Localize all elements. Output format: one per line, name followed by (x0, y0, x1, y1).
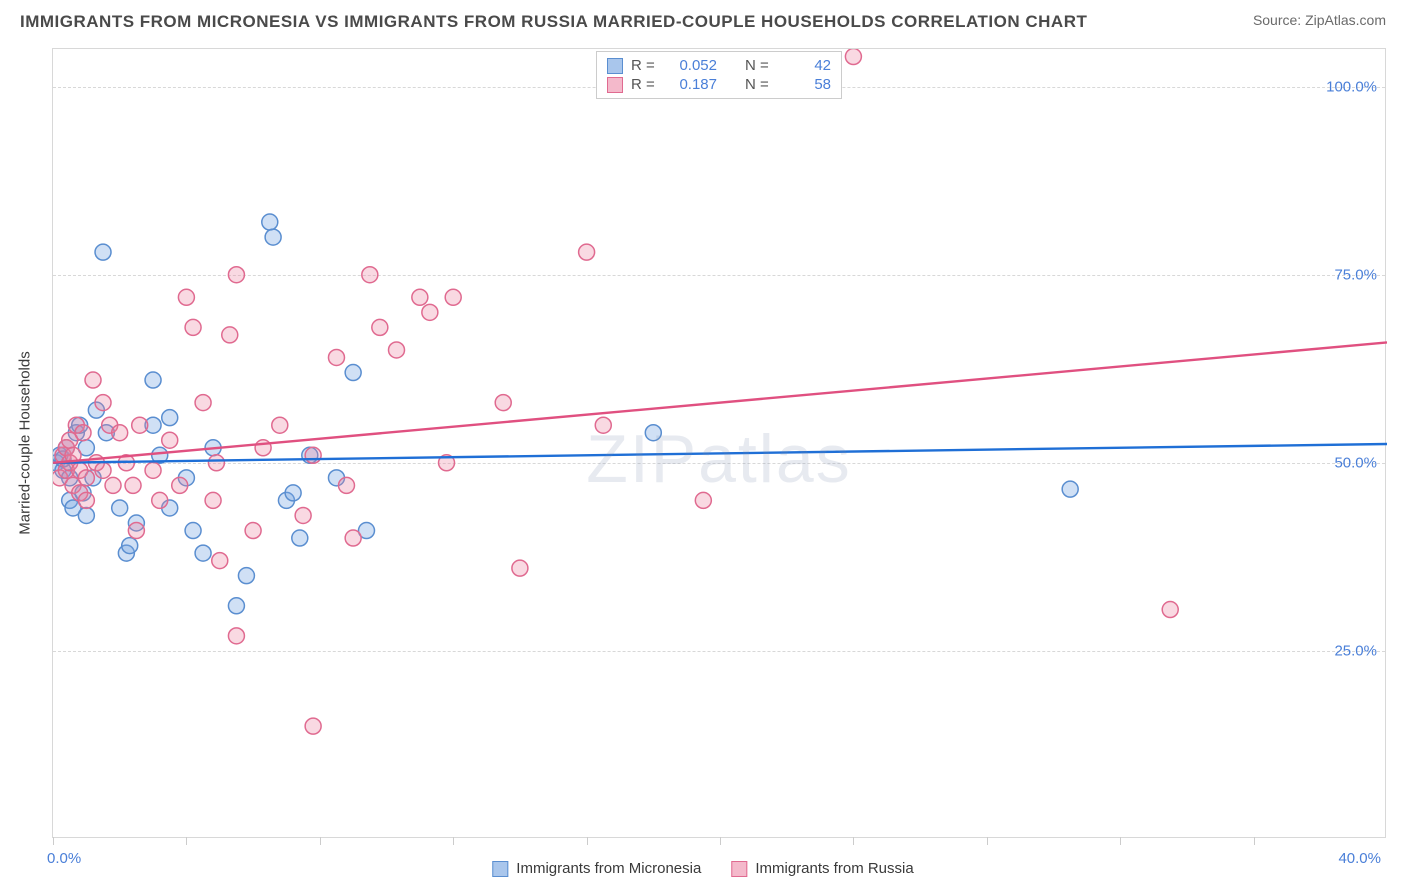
data-point (152, 492, 168, 508)
data-point (695, 492, 711, 508)
trend-line (53, 342, 1387, 462)
data-point (162, 410, 178, 426)
data-point (238, 568, 254, 584)
data-point (95, 462, 111, 478)
legend-swatch (607, 77, 623, 93)
data-point (195, 395, 211, 411)
legend-item: Immigrants from Micronesia (492, 860, 701, 877)
data-point (185, 523, 201, 539)
data-point (1162, 602, 1178, 618)
legend-swatch (731, 861, 747, 877)
legend-stat-row: R = 0.052 N = 42 (607, 56, 831, 75)
legend-item: Immigrants from Russia (731, 860, 913, 877)
data-point (185, 319, 201, 335)
data-point (172, 477, 188, 493)
data-point (305, 718, 321, 734)
data-point (85, 372, 101, 388)
r-value: 0.187 (669, 76, 717, 93)
data-point (412, 289, 428, 305)
data-point (372, 319, 388, 335)
data-point (338, 477, 354, 493)
data-point (262, 214, 278, 230)
data-point (272, 417, 288, 433)
data-point (445, 289, 461, 305)
data-point (145, 372, 161, 388)
x-max-label: 40.0% (1338, 850, 1381, 867)
n-label: N = (745, 76, 775, 93)
n-label: N = (745, 57, 775, 74)
data-point (78, 507, 94, 523)
legend-swatch (492, 861, 508, 877)
data-point (105, 477, 121, 493)
data-point (305, 447, 321, 463)
data-point (95, 244, 111, 260)
n-value: 42 (783, 57, 831, 74)
legend-bottom: Immigrants from Micronesia Immigrants fro… (492, 860, 913, 877)
data-point (362, 267, 378, 283)
data-point (112, 425, 128, 441)
chart-container: Married-couple Households ZIPatlas R =0.… (52, 48, 1386, 838)
scatter-plot (53, 49, 1387, 839)
data-point (112, 500, 128, 516)
data-point (95, 395, 111, 411)
data-point (128, 523, 144, 539)
data-point (512, 560, 528, 576)
data-point (345, 530, 361, 546)
x-min-label: 0.0% (47, 850, 81, 867)
data-point (228, 598, 244, 614)
legend-stat-row: R = 0.187 N = 58 (607, 75, 831, 94)
data-point (645, 425, 661, 441)
data-point (75, 425, 91, 441)
data-point (205, 492, 221, 508)
data-point (122, 538, 138, 554)
legend-label: Immigrants from Micronesia (516, 860, 701, 877)
data-point (245, 523, 261, 539)
data-point (845, 49, 861, 65)
data-point (595, 417, 611, 433)
data-point (228, 628, 244, 644)
data-point (208, 455, 224, 471)
data-point (495, 395, 511, 411)
data-point (125, 477, 141, 493)
data-point (78, 492, 94, 508)
legend-label: Immigrants from Russia (755, 860, 913, 877)
data-point (422, 304, 438, 320)
data-point (579, 244, 595, 260)
trend-line (53, 444, 1387, 463)
y-axis-title: Married-couple Households (17, 351, 34, 534)
data-point (285, 485, 301, 501)
data-point (265, 229, 281, 245)
data-point (389, 342, 405, 358)
data-point (145, 462, 161, 478)
data-point (162, 432, 178, 448)
r-value: 0.052 (669, 57, 717, 74)
n-value: 58 (783, 76, 831, 93)
data-point (222, 327, 238, 343)
data-point (328, 349, 344, 365)
data-point (178, 289, 194, 305)
legend-swatch (607, 58, 623, 74)
data-point (78, 470, 94, 486)
data-point (212, 553, 228, 569)
data-point (1062, 481, 1078, 497)
data-point (345, 365, 361, 381)
r-label: R = (631, 57, 661, 74)
r-label: R = (631, 76, 661, 93)
data-point (228, 267, 244, 283)
data-point (295, 507, 311, 523)
source-label: Source: ZipAtlas.com (1253, 12, 1386, 28)
data-point (292, 530, 308, 546)
legend-stats: R = 0.052 N = 42 R = 0.187 N = 58 (596, 51, 842, 99)
data-point (195, 545, 211, 561)
data-point (132, 417, 148, 433)
chart-title: IMMIGRANTS FROM MICRONESIA VS IMMIGRANTS… (20, 12, 1087, 32)
